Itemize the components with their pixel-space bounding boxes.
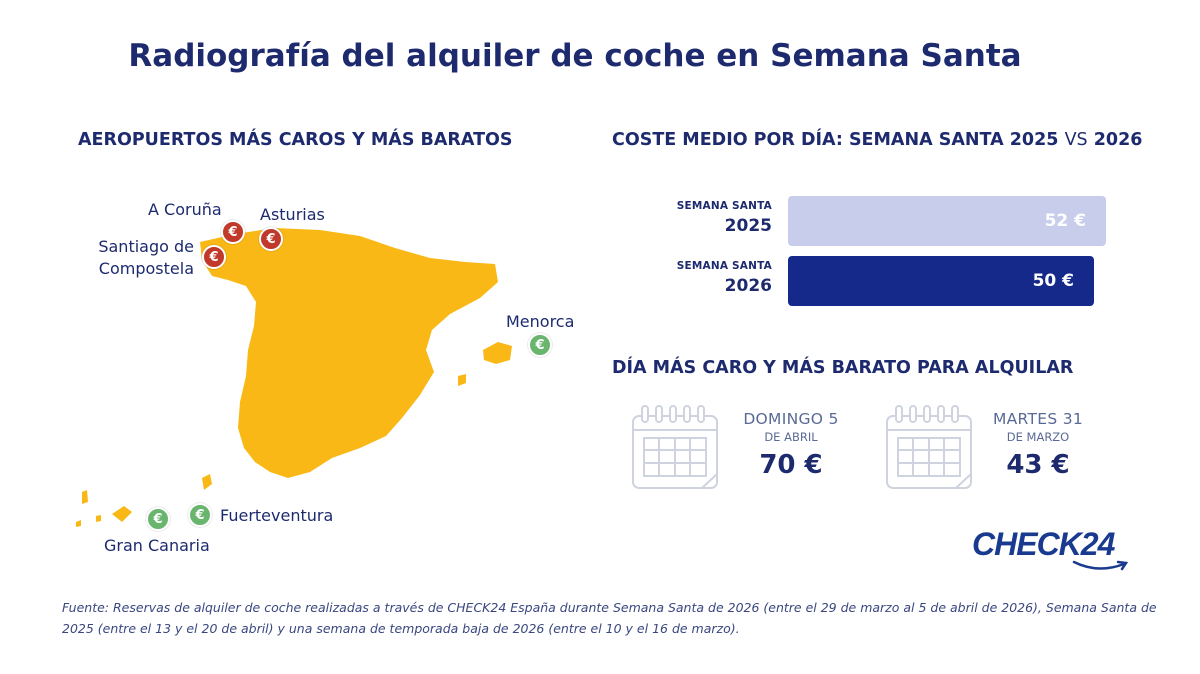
bar-2025: 52 €	[788, 196, 1106, 246]
bar-label-2025-line1: SEMANA SANTA	[676, 200, 772, 212]
pin-menorca-euro-icon: €	[528, 333, 552, 357]
calendar-icon	[886, 405, 972, 489]
cheapest-day-line2: DE MARZO	[1006, 430, 1070, 444]
bar-2026-value: 50 €	[1032, 271, 1074, 291]
label-asturias: Asturias	[260, 205, 325, 224]
mallorca-shape	[483, 342, 512, 364]
bar-label-2025: SEMANA SANTA 2025	[660, 200, 772, 236]
bar-label-2026-line1: SEMANA SANTA	[676, 260, 772, 272]
most-expensive-day-price: 70 €	[759, 450, 823, 480]
logo-swoosh-icon	[1072, 560, 1128, 571]
bar-2025-value: 52 €	[1044, 211, 1086, 231]
cost-heading-year: 2026	[1093, 130, 1143, 150]
cheapest-day: MARTES 31 DE MARZO 43 €	[982, 410, 1094, 480]
bar-label-2026-line2: 2026	[724, 276, 772, 296]
pin-gran-canaria-euro-icon: €	[146, 507, 170, 531]
spain-mainland-shape	[200, 228, 498, 478]
pin-fuerteventura-euro-icon: €	[188, 503, 212, 527]
lanzarote-shape	[202, 474, 212, 490]
bar-2026: 50 €	[788, 256, 1094, 306]
label-santiago: Santiago de Compostela	[86, 236, 194, 280]
bar-label-2025-line2: 2025	[724, 216, 772, 236]
pin-a-coruna-euro-icon: €	[221, 220, 245, 244]
most-expensive-day-line1: DOMINGO 5	[743, 410, 839, 428]
source-note: Fuente: Reservas de alquiler de coche re…	[62, 600, 1157, 636]
hierro-shape	[76, 520, 81, 527]
tenerife-shape	[112, 506, 132, 522]
pin-santiago-euro-icon: €	[202, 245, 226, 269]
cost-bar-chart: SEMANA SANTA 2025 52 € SEMANA SANTA 2026…	[660, 194, 1120, 314]
airports-heading: AEROPUERTOS MÁS CAROS Y MÁS BARATOS	[78, 130, 513, 150]
gomera-shape	[96, 515, 101, 522]
pin-asturias-euro-icon: €	[259, 227, 283, 251]
most-expensive-day-line2: DE ABRIL	[764, 430, 818, 444]
label-gran-canaria: Gran Canaria	[104, 536, 210, 555]
ibiza-shape	[458, 374, 466, 386]
most-expensive-day: DOMINGO 5 DE ABRIL 70 €	[728, 410, 854, 480]
cheapest-day-line1: MARTES 31	[992, 410, 1084, 428]
cheapest-day-price: 43 €	[1006, 450, 1070, 480]
label-santiago-line2: Compostela	[98, 259, 194, 278]
cost-heading-vs: VS	[1064, 130, 1088, 150]
la-palma-shape	[82, 490, 88, 504]
days-heading: DÍA MÁS CARO Y MÁS BARATO PARA ALQUILAR	[612, 358, 1074, 378]
cost-heading: COSTE MEDIO POR DÍA: SEMANA SANTA 2025 V…	[612, 130, 1142, 150]
label-menorca: Menorca	[506, 312, 575, 331]
spain-map	[76, 228, 512, 527]
check24-logo: CHECK24	[972, 526, 1115, 562]
bar-label-2026: SEMANA SANTA 2026	[660, 260, 772, 296]
cost-heading-main: COSTE MEDIO POR DÍA: SEMANA SANTA 2025	[612, 130, 1059, 150]
page-title: Radiografía del alquiler de coche en Sem…	[128, 38, 1022, 74]
calendar-icon	[632, 405, 718, 489]
label-santiago-line1: Santiago de	[98, 237, 194, 256]
label-a-coruna: A Coruña	[148, 200, 222, 219]
label-fuerteventura: Fuerteventura	[220, 506, 334, 525]
